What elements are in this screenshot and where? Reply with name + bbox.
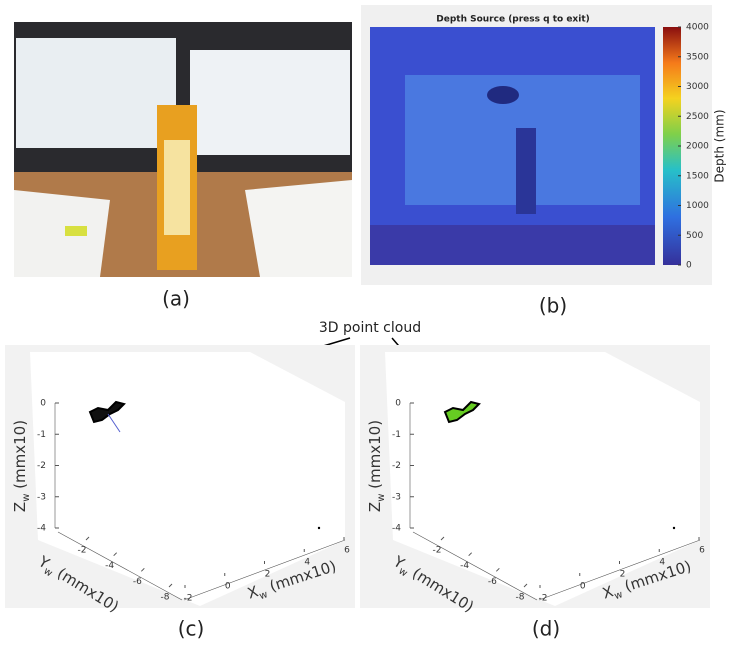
colorbar-tick-label: 3500 — [686, 52, 709, 62]
colorbar-tick-label: 4000 — [686, 23, 709, 33]
depth-image — [370, 27, 655, 265]
panel-label: (b) — [539, 294, 567, 318]
colorbar-tick-label: 2500 — [686, 112, 709, 122]
panel-label: (d) — [532, 617, 560, 641]
colorbar-tick-label: 3000 — [686, 82, 709, 92]
y-tick-label: -6 — [133, 577, 142, 587]
y-tick-label: -6 — [488, 577, 497, 587]
axis-label-unit: (mmx10) — [366, 420, 384, 494]
z-tick-label: 0 — [395, 399, 401, 409]
axis-label-main: Z — [366, 502, 384, 512]
depth-title: Depth Source (press q to exit) — [436, 15, 590, 25]
point — [673, 527, 675, 529]
x-tick-label: 6 — [344, 546, 350, 556]
z-tick-label: -4 — [37, 524, 46, 534]
point — [318, 527, 320, 529]
y-tick-label: -8 — [516, 593, 525, 603]
z-tick-label: -2 — [392, 461, 401, 471]
panel-label: (c) — [178, 617, 205, 641]
axis-label-sub: w — [21, 494, 32, 502]
z-tick-label: -3 — [392, 492, 401, 502]
figure: (a) Depth Source (press q to exit) Depth… — [0, 0, 732, 646]
colorbar-tick-label: 1000 — [686, 201, 709, 211]
z-tick-label: -2 — [37, 461, 46, 471]
z-tick-label: 0 — [40, 399, 46, 409]
axis-label-unit: (mmx10) — [11, 420, 29, 494]
y-tick-label: -4 — [460, 561, 469, 571]
colorbar-tick-label: 1500 — [686, 171, 709, 181]
y-tick-label: -2 — [78, 546, 87, 556]
colorbar-label: Depth (mm) — [713, 109, 727, 182]
colorbar-tick-label: 0 — [686, 261, 692, 271]
photo — [14, 22, 352, 277]
z-tick-label: -4 — [392, 524, 401, 534]
colorbar-tick-label: 2000 — [686, 142, 709, 152]
axis-label-sub: w — [376, 494, 387, 502]
y-tick-label: -2 — [433, 546, 442, 556]
z-tick-label: -1 — [392, 430, 401, 440]
x-tick-label: 0 — [225, 582, 231, 592]
x-tick-label: -2 — [184, 594, 193, 604]
x-tick-label: 6 — [699, 546, 705, 556]
z-tick-label: -3 — [37, 492, 46, 502]
x-tick-label: 0 — [580, 582, 586, 592]
y-tick-label: -4 — [105, 561, 114, 571]
y-tick-label: -8 — [161, 593, 170, 603]
panel-label: (a) — [162, 287, 190, 311]
x-tick-label: -2 — [539, 594, 548, 604]
annotation: 3D point cloud — [319, 320, 421, 336]
colorbar-tick-label: 500 — [686, 231, 703, 241]
axis-label-main: Z — [11, 502, 29, 512]
z-tick-label: -1 — [37, 430, 46, 440]
